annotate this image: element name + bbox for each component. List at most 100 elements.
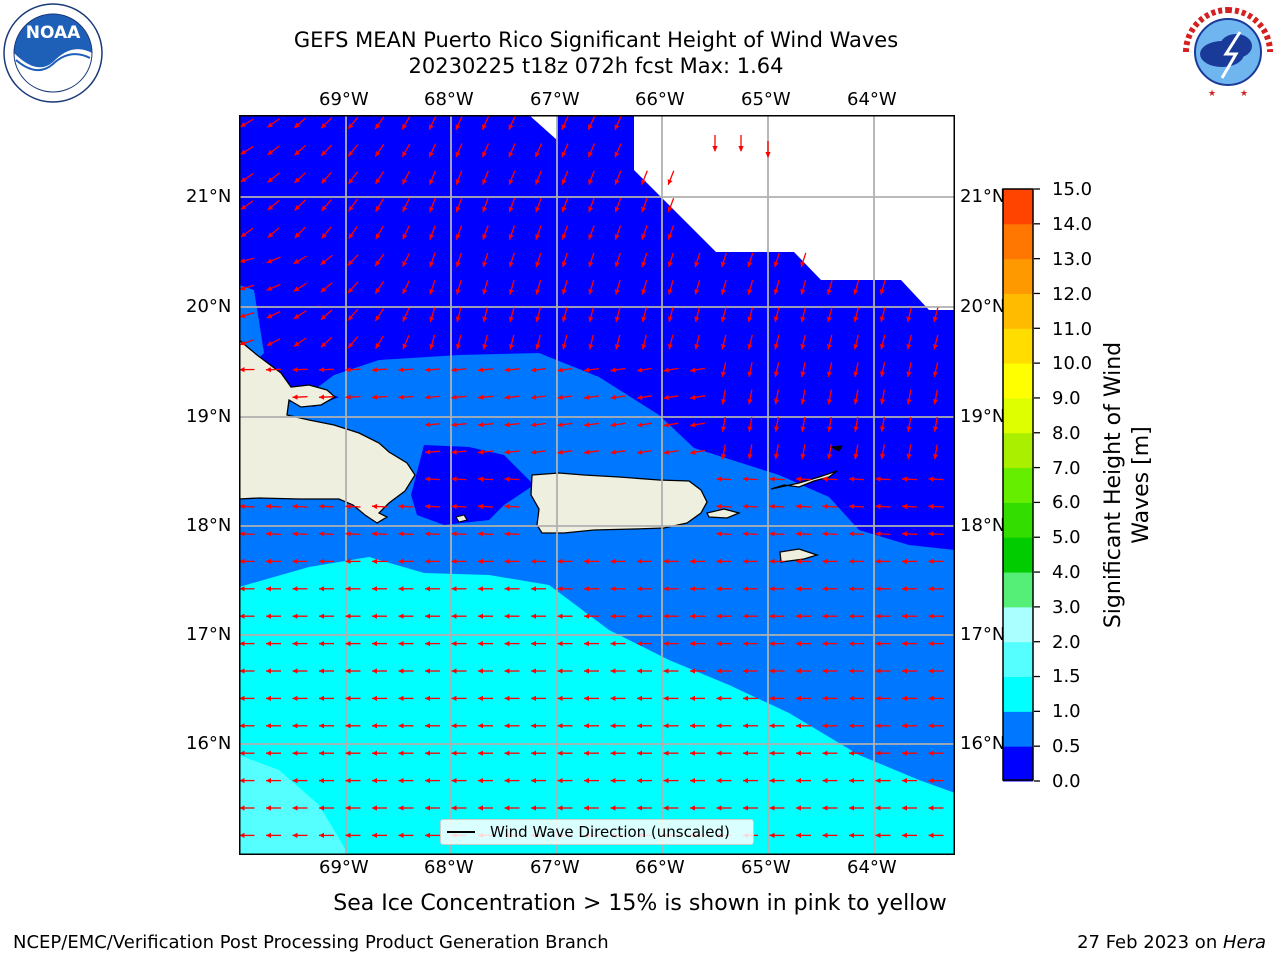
wave-direction-arrowhead bbox=[345, 367, 351, 373]
wave-direction-arrowhead bbox=[557, 723, 563, 729]
colorbar bbox=[1002, 188, 1034, 782]
wave-direction-arrowhead bbox=[348, 315, 354, 321]
wave-direction-arrowhead bbox=[557, 695, 563, 701]
wave-direction-arrowhead bbox=[902, 503, 908, 510]
lat-tick-left: 16°N bbox=[186, 733, 232, 754]
wave-direction-arrowhead bbox=[747, 371, 753, 377]
wave-direction-arrowhead bbox=[482, 151, 487, 158]
wave-direction-arrowhead bbox=[451, 613, 457, 619]
colorbar-segment bbox=[1003, 502, 1033, 538]
wave-direction-arrowhead bbox=[531, 641, 536, 647]
wave-direction-arrowhead bbox=[694, 316, 700, 322]
wave-direction-arrowhead bbox=[375, 206, 381, 212]
wave-direction-arrowhead bbox=[531, 695, 536, 701]
wave-direction-arrowhead bbox=[849, 695, 854, 701]
wave-direction-arrowhead bbox=[239, 285, 246, 291]
wave-direction-arrowhead bbox=[425, 668, 430, 674]
lat-tick-left: 20°N bbox=[186, 296, 232, 317]
wave-direction-arrowhead bbox=[345, 613, 351, 619]
wave-direction-arrowhead bbox=[451, 750, 457, 756]
wave-direction-arrowhead bbox=[504, 695, 510, 701]
wave-direction-arrowhead bbox=[425, 531, 431, 537]
wave-direction-arrowhead bbox=[429, 151, 434, 158]
wave-direction-arrowhead bbox=[402, 316, 408, 322]
wave-direction-arrowhead bbox=[747, 399, 753, 405]
wave-direction-arrowhead bbox=[747, 426, 753, 432]
wave-direction-arrowhead bbox=[747, 344, 753, 350]
wave-direction-arrowhead bbox=[637, 586, 642, 592]
wave-direction-arrowhead bbox=[906, 371, 912, 377]
wave-direction-arrowhead bbox=[425, 750, 430, 756]
wave-direction-arrowhead bbox=[928, 832, 934, 838]
wave-direction-arrowhead bbox=[398, 723, 404, 729]
wave-direction-arrowhead bbox=[561, 289, 567, 295]
wave-direction-arrowhead bbox=[614, 206, 620, 213]
wave-direction-arrowhead bbox=[398, 367, 404, 373]
wave-direction-arrowhead bbox=[319, 695, 324, 701]
wave-direction-arrowhead bbox=[478, 476, 484, 482]
wave-direction-arrowhead bbox=[455, 151, 461, 158]
wave-direction-arrowhead bbox=[880, 426, 886, 432]
wave-direction-arrowhead bbox=[478, 531, 484, 537]
lat-tick-left: 21°N bbox=[186, 186, 232, 207]
wave-direction-arrowhead bbox=[345, 558, 351, 564]
wave-direction-arrowhead bbox=[849, 805, 854, 811]
wave-direction-arrowhead bbox=[738, 146, 744, 152]
wave-direction-arrowhead bbox=[451, 723, 457, 729]
wave-direction-arrowhead bbox=[928, 503, 934, 510]
colorbar-segment bbox=[1003, 467, 1033, 503]
wave-direction-arrowhead bbox=[292, 668, 298, 674]
wave-direction-arrowhead bbox=[239, 340, 246, 346]
wave-direction-arrowhead bbox=[853, 344, 859, 350]
wave-direction-arrowhead bbox=[743, 586, 748, 592]
svg-text:NOAA: NOAA bbox=[26, 23, 81, 43]
wave-direction-arrowhead bbox=[822, 832, 828, 838]
wave-direction-arrowhead bbox=[769, 695, 775, 701]
wave-direction-arrowhead bbox=[348, 123, 354, 129]
wave-direction-arrowhead bbox=[292, 641, 298, 647]
wave-direction-arrowhead bbox=[451, 805, 457, 811]
wave-direction-arrowhead bbox=[796, 832, 801, 838]
wave-direction-arrowhead bbox=[796, 586, 801, 592]
colorbar-tick: 2.0 bbox=[1052, 632, 1081, 653]
wave-direction-arrowhead bbox=[504, 503, 510, 510]
wave-direction-arrowhead bbox=[849, 778, 854, 784]
wave-direction-arrowhead bbox=[584, 805, 589, 811]
wave-direction-arrowhead bbox=[292, 503, 298, 510]
wave-direction-arrowhead bbox=[773, 261, 779, 268]
colorbar-tick: 12.0 bbox=[1052, 284, 1093, 305]
svg-text:★: ★ bbox=[1208, 89, 1216, 99]
wave-direction-arrowhead bbox=[239, 367, 245, 373]
wave-direction-arrowhead bbox=[535, 179, 540, 185]
wave-direction-arrowhead bbox=[266, 313, 273, 319]
wave-direction-arrowhead bbox=[902, 750, 907, 756]
wave-direction-arrowhead bbox=[716, 723, 722, 729]
wave-direction-arrowhead bbox=[402, 343, 408, 350]
wave-direction-arrowhead bbox=[455, 179, 461, 185]
wave-direction-arrowhead bbox=[557, 422, 563, 428]
wave-direction-arrowhead bbox=[425, 695, 430, 701]
wave-direction-arrowhead bbox=[478, 723, 483, 729]
lon-tick-bottom: 69°W bbox=[319, 857, 369, 878]
wave-direction-arrowhead bbox=[796, 805, 801, 811]
lon-tick-top: 67°W bbox=[530, 89, 580, 110]
wave-direction-arrowhead bbox=[902, 805, 907, 811]
wave-direction-arrowhead bbox=[694, 289, 700, 295]
wave-direction-arrowhead bbox=[239, 586, 245, 592]
wave-direction-arrowhead bbox=[535, 234, 541, 240]
wave-direction-arrowhead bbox=[928, 586, 934, 592]
wave-direction-arrowhead bbox=[451, 558, 457, 564]
wave-direction-arrowhead bbox=[398, 641, 404, 647]
wave-direction-arrowhead bbox=[504, 394, 510, 400]
wave-direction-arrowhead bbox=[504, 668, 510, 674]
wave-direction-arrowhead bbox=[531, 586, 536, 592]
lon-tick-bottom: 67°W bbox=[530, 857, 580, 878]
producer-credit: NCEP/EMC/Verification Post Processing Pr… bbox=[13, 932, 609, 953]
wave-direction-arrowhead bbox=[610, 641, 616, 647]
wave-direction-arrowhead bbox=[641, 261, 647, 268]
colorbar-tick: 7.0 bbox=[1052, 458, 1081, 479]
wave-direction-arrowhead bbox=[716, 668, 722, 674]
wave-direction-arrowhead bbox=[348, 178, 354, 184]
wave-direction-arrowhead bbox=[774, 426, 780, 432]
lon-tick-top: 64°W bbox=[847, 89, 897, 110]
